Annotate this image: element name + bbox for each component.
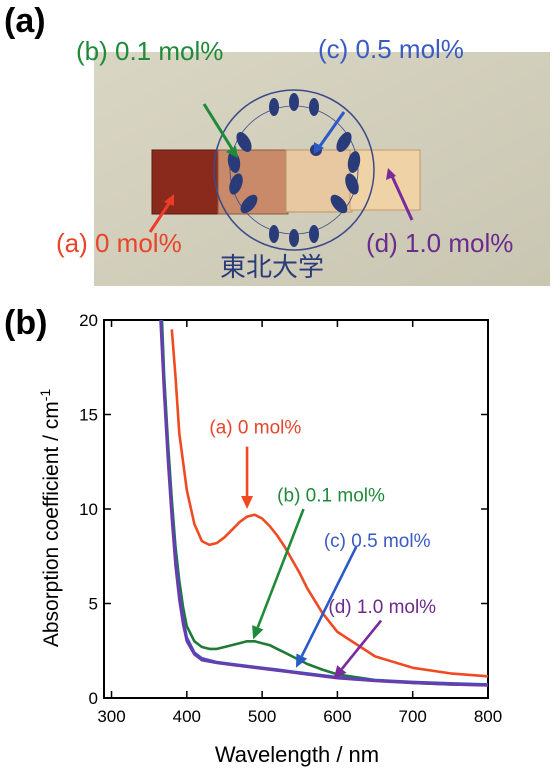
plate-d	[349, 149, 421, 211]
y-tick-label: 0	[89, 689, 98, 708]
series-line-1	[170, 329, 489, 678]
photo-label-d: (d) 1.0 mol%	[366, 228, 514, 258]
x-tick-label: 300	[97, 707, 125, 726]
x-tick-label: 500	[248, 707, 276, 726]
y-tick-label: 20	[79, 311, 98, 330]
photo-label-c: (c) 0.5 mol%	[318, 34, 464, 64]
photo-arrows	[148, 103, 414, 233]
annotation-label-4: (d) 1.0 mol%	[328, 597, 436, 618]
panel-label-a: (a)	[4, 2, 46, 40]
absorption-chart: 300 400 500 600 700 800 0 5 10 15 20 (a) 0 mol% (b)…	[37, 311, 502, 767]
y-tick-label: 5	[89, 595, 98, 614]
annotation-label-3: (c) 0.5 mol%	[324, 531, 431, 552]
annotation-arrowhead-2	[252, 625, 264, 640]
y-tick-label: 10	[79, 500, 98, 519]
panel-label-b: (b)	[4, 304, 48, 342]
y-tick-label: 15	[79, 406, 98, 425]
x-tick-label: 600	[323, 707, 351, 726]
photo-label-b: (b) 0.1 mol%	[76, 36, 224, 66]
annotation-arrowhead-4	[333, 665, 347, 680]
annotation-label-2: (b) 0.1 mol%	[277, 485, 385, 506]
annotation-arrowhead-3	[296, 653, 308, 668]
y-axis-label-superscript: -1	[37, 389, 53, 402]
emblem-leaves	[227, 93, 361, 247]
x-tick-label: 700	[399, 707, 427, 726]
y-axis-label: Absorption coefficient / cm-1	[37, 389, 63, 648]
x-tick-label: 800	[474, 707, 502, 726]
photo-label-a: (a) 0 mol%	[56, 228, 182, 258]
emblem-ring	[213, 89, 375, 251]
annotation-arrow-4	[340, 619, 383, 670]
annotation-arrow-2	[256, 508, 305, 628]
photo-logo-text: 東北大学	[220, 252, 324, 282]
x-tick-label: 400	[173, 707, 201, 726]
annotation-arrow-3	[300, 546, 358, 657]
plate-a	[151, 149, 221, 215]
sample-photograph: 東北大学	[94, 52, 550, 286]
annotation-label-1: (a) 0 mol%	[209, 417, 301, 438]
x-axis-label: Wavelength / nm	[215, 742, 379, 767]
annotation-arrowhead-1	[241, 496, 254, 509]
plot-frame	[103, 319, 489, 699]
series-line-4	[159, 319, 489, 687]
